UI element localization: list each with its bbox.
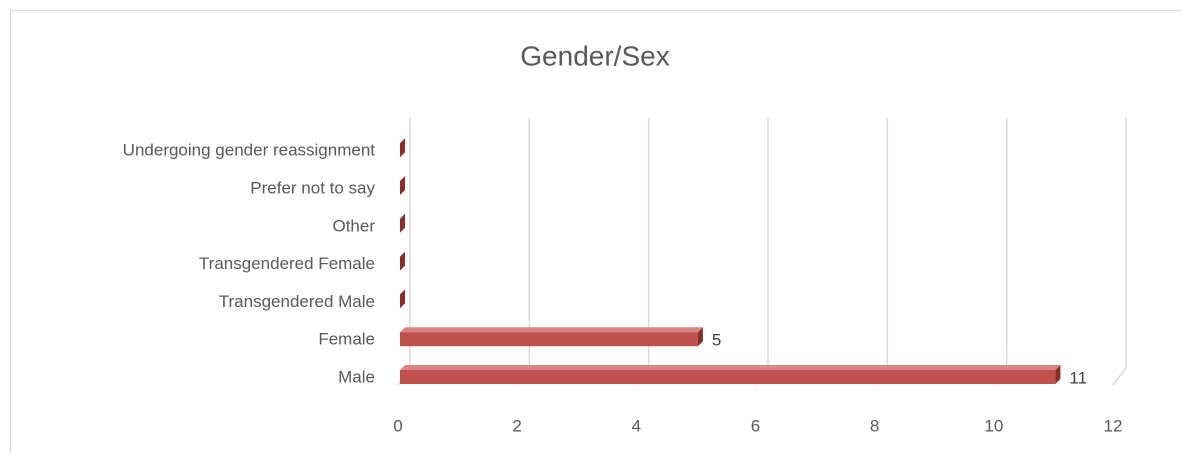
y-tick-label: Other [332,216,375,235]
bar [400,327,703,347]
bar [400,289,405,309]
grid-line [1112,118,1127,386]
bar-front [400,332,698,347]
bar-side [400,289,405,309]
bar-side [697,327,703,347]
bar-top [400,327,703,333]
bar [400,176,405,195]
bar [400,213,405,233]
y-tick-label: Transgendered Male [219,292,375,311]
bar-side [400,251,405,271]
bar-front [400,370,1056,384]
x-tick-label: 2 [512,416,521,435]
x-tick-label: 8 [870,416,879,435]
data-label: 5 [712,331,721,350]
data-label: 11 [1069,368,1087,387]
bar [400,365,1061,384]
x-tick-label: 10 [984,416,1003,435]
x-tick-label: 6 [751,416,760,435]
chart-title: Gender/Sex [520,40,669,71]
x-tick-label: 12 [1104,416,1123,435]
x-tick-label: 4 [632,416,641,435]
y-tick-label: Prefer not to say [250,178,375,197]
y-tick-label: Undergoing gender reassignment [123,141,376,160]
bar-side [400,138,405,158]
bar-side [400,176,405,195]
x-tick-label: 0 [393,416,402,435]
y-tick-label: Male [338,367,375,386]
bar [400,251,405,271]
bar [400,138,405,158]
bar-top [400,365,1061,370]
y-tick-label: Transgendered Female [199,254,375,273]
bar-side [1055,365,1061,384]
y-tick-label: Female [318,330,375,349]
bar-side [400,213,405,233]
